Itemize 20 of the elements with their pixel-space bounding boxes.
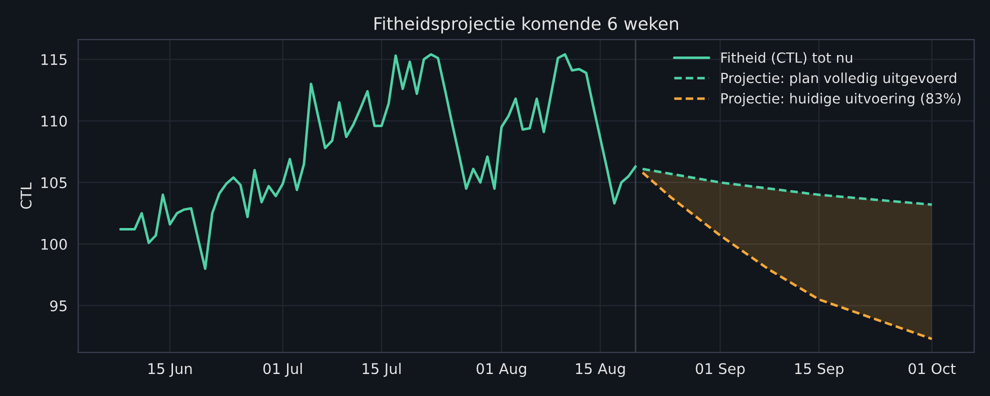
line-series	[641, 168, 934, 206]
y-tick-label: 100	[42, 238, 67, 250]
line-series	[119, 53, 637, 270]
x-tick-label: 01 Oct	[908, 363, 956, 374]
x-tick-label: 01 Aug	[476, 363, 526, 377]
x-tick-label: 15 Aug	[576, 363, 625, 377]
y-tick-label: 95	[50, 300, 67, 312]
chart-title: Fitheidsprojectie komende 6 weken	[374, 16, 678, 34]
legend-label: Projectie: huidige uitvoering (83%)	[721, 92, 960, 106]
legend-label: Projectie: plan volledig uitgevoerd	[721, 72, 956, 86]
y-axis-title: CTL	[20, 182, 32, 209]
x-tick-label: 15 Sep	[795, 363, 844, 377]
x-tick-label: 01 Sep	[696, 363, 745, 377]
y-tick-label: 110	[42, 116, 67, 127]
y-tick-label: 105	[42, 177, 67, 188]
legend-label: Fitheid (CTL) tot nu	[721, 52, 852, 64]
y-tick-label: 115	[42, 54, 67, 66]
x-tick-label: 01 Jul	[263, 362, 302, 377]
x-tick-label: 15 Jul	[362, 362, 401, 377]
x-tick-label: 15 Jun	[148, 363, 192, 377]
